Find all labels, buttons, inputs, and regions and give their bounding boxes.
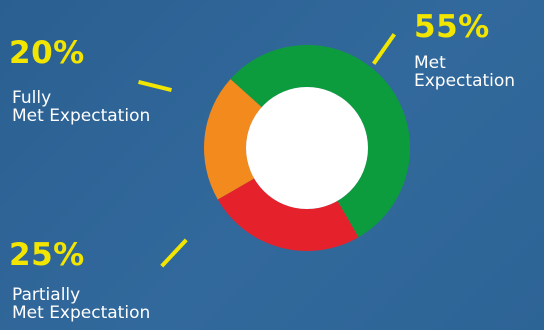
slice-label-fully-line2: Met Expectation <box>12 106 151 126</box>
slice-label-met: Met Expectation <box>414 54 515 90</box>
slice-partially <box>217 178 359 251</box>
slice-label-met-line2: Expectation <box>414 71 516 91</box>
slice-fully <box>203 79 262 200</box>
slice-met <box>230 44 411 238</box>
donut-slices <box>203 44 411 251</box>
pct-label-fully: 20% <box>9 35 85 71</box>
donut-hole <box>246 87 368 209</box>
slice-label-fully-line1: Fully <box>12 88 52 108</box>
slice-label-met-line1: Met <box>414 53 446 73</box>
slice-label-fully: Fully Met Expectation <box>12 89 150 125</box>
slice-label-partially-line1: Partially <box>12 285 81 305</box>
slice-label-partially-line2: Met Expectation <box>12 303 151 323</box>
pct-label-met: 55% <box>414 9 490 45</box>
pct-label-partially: 25% <box>9 237 85 273</box>
slice-label-partially: Partially Met Expectation <box>12 286 150 322</box>
